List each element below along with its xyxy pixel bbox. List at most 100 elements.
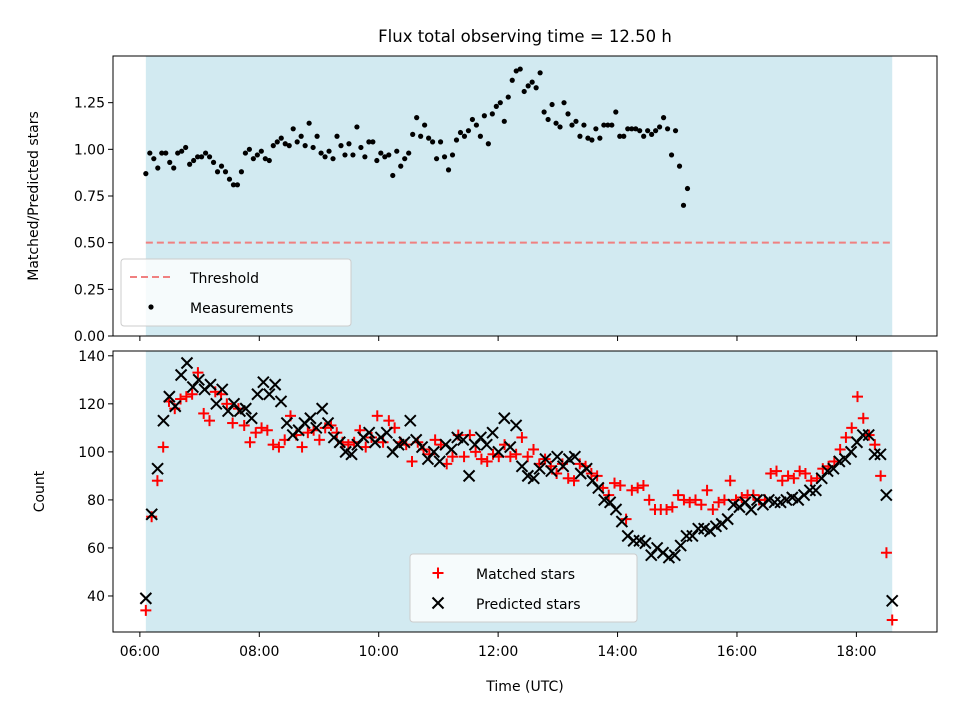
- measurement-point: [537, 70, 543, 76]
- measurement-point: [589, 137, 595, 143]
- measurement-point: [370, 139, 376, 145]
- measurements-legend-swatch: [148, 304, 154, 310]
- measurement-point: [509, 77, 515, 83]
- predicted-star-point: [592, 481, 605, 495]
- bottom-x-ticks: 06:00 08:00 10:00 12:00 14:00 16:00 18:00: [120, 632, 877, 660]
- matched-star-point: [788, 472, 800, 484]
- predicted-star-point: [862, 428, 875, 442]
- measurement-point: [672, 128, 679, 134]
- matched-star-point: [852, 391, 864, 403]
- predicted-star-point: [568, 450, 582, 463]
- measurement-point: [390, 172, 396, 179]
- predicted-star-point: [498, 412, 511, 425]
- measurement-point: [577, 133, 583, 139]
- predicted-star-point: [263, 388, 276, 401]
- matched-star-point: [776, 475, 788, 487]
- measurement-point: [198, 154, 205, 160]
- matched-star-point: [707, 504, 719, 516]
- measurement-point: [350, 152, 356, 158]
- measurement-point: [469, 116, 476, 123]
- predicted-star-point: [627, 534, 640, 547]
- measurement-point: [649, 131, 655, 137]
- predicted-star-point: [427, 445, 441, 459]
- measurement-point: [497, 100, 503, 106]
- matched-star-point: [527, 443, 539, 455]
- matched-star-point: [157, 441, 169, 453]
- y-tick-label: 120: [78, 397, 105, 413]
- predicted-star-point: [310, 421, 323, 435]
- predicted-star-point: [245, 412, 258, 425]
- measurement-point: [262, 156, 268, 162]
- measurement-point: [680, 202, 687, 208]
- measurement-point: [294, 139, 300, 145]
- matched-star-point: [846, 422, 858, 434]
- measurement-point: [517, 66, 523, 72]
- measurement-point: [625, 126, 631, 132]
- measurement-point: [573, 118, 579, 124]
- measurement-point: [601, 122, 607, 128]
- predicted-star-point: [533, 462, 546, 475]
- matched-star-point: [626, 484, 638, 496]
- matched-star-point: [840, 431, 852, 443]
- measurement-point: [326, 148, 332, 154]
- matched-star-point: [151, 475, 163, 487]
- legend-box: [120, 258, 352, 327]
- measurement-point: [461, 133, 468, 139]
- bottom-y-axis-label: Count: [32, 470, 48, 512]
- predicted-star-point: [192, 373, 205, 387]
- top-y-axis-label: Matched/Predicted stars: [26, 111, 42, 281]
- matched-star-point: [470, 446, 482, 458]
- measurement-point: [214, 169, 221, 175]
- bottom-y-ticks: 40 60 80 100 120 140: [78, 349, 113, 605]
- measurement-point: [569, 122, 575, 128]
- matched-star-point: [666, 501, 678, 513]
- predicted-star-point: [674, 539, 687, 552]
- predicted-star-point: [768, 496, 781, 509]
- matched-star-point: [458, 451, 470, 463]
- matched-star-point: [371, 410, 383, 422]
- predicted-star-point: [527, 472, 540, 485]
- matched-star-point: [689, 494, 701, 506]
- measurement-point: [641, 133, 647, 139]
- predicted-star-point: [668, 548, 681, 562]
- predicted-star-point: [886, 594, 899, 607]
- measurement-point: [668, 152, 675, 158]
- predicted-star-point: [280, 416, 294, 430]
- matched-star-point: [186, 388, 198, 400]
- matched-star-point: [319, 422, 331, 434]
- measurement-point: [418, 133, 424, 139]
- predicted-star-point: [545, 464, 558, 478]
- measurement-point: [453, 137, 460, 143]
- measurement-point: [238, 169, 245, 175]
- measurement-point: [222, 169, 229, 175]
- measurement-point: [398, 163, 404, 169]
- measurement-point: [234, 182, 241, 188]
- measurement-point: [410, 131, 416, 137]
- y-tick-label: 60: [87, 541, 105, 557]
- measurement-point: [175, 150, 181, 156]
- matched-star-point: [672, 489, 684, 501]
- predicted-star-point: [515, 460, 529, 473]
- y-tick-label: 40: [87, 589, 105, 605]
- measurement-point: [557, 124, 563, 130]
- chart-title: Flux total observing time = 12.50 h: [378, 27, 672, 46]
- predicted-star-point: [204, 378, 217, 391]
- measurement-point: [334, 133, 340, 139]
- matched-star-point: [383, 415, 395, 427]
- predicted-star-point: [380, 426, 394, 439]
- matched-star-point: [614, 479, 626, 491]
- matched-star-point: [244, 436, 256, 448]
- measurement-point: [167, 159, 173, 165]
- y-tick-label: 0.00: [74, 329, 105, 345]
- y-tick-label: 0.25: [74, 282, 105, 298]
- predicted-star-point: [257, 376, 270, 389]
- measurement-point: [270, 143, 276, 149]
- predicted-star-point: [210, 397, 223, 411]
- top-x-ticks: [139, 336, 857, 341]
- measurement-point: [378, 150, 384, 156]
- measurement-point: [585, 135, 591, 141]
- predicted-star-point: [480, 438, 493, 451]
- measurement-point: [366, 139, 372, 145]
- measurement-point: [676, 163, 683, 169]
